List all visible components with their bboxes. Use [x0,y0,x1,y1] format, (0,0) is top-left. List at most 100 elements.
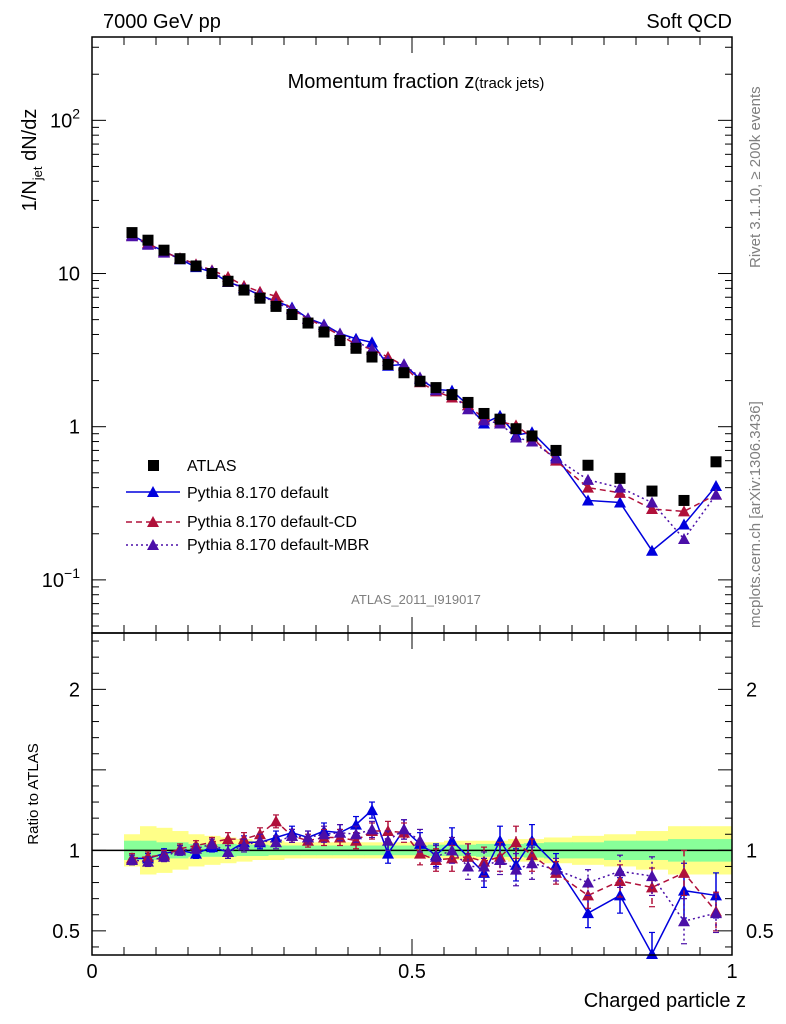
main-panel: Momentum fraction z(track jets) 1/Njet d… [19,36,733,634]
ratio-point-dotted [302,831,314,843]
ratio-point-dotted [494,854,506,866]
main-point-dotted [678,532,690,544]
atlas-point [158,244,170,256]
ratio-point-dashed [222,833,234,845]
ratio-point-dotted [270,836,282,848]
analysis-id: ATLAS_2011_I919017 [351,592,481,607]
ratio-point-dotted [582,876,594,888]
main-ytick-label: 102 [50,105,80,132]
ratio-frame [91,632,733,956]
main-title: Momentum fraction z(track jets) [288,71,545,93]
main-ytick-label: 10−1 [42,565,80,592]
main-series-group [126,227,722,556]
main-ytick-label: 10 [58,264,80,286]
legend-marker-mbr [147,539,159,550]
ratio-point-dotted [646,870,658,882]
mcplots-label: mcplots.cern.ch [arXiv:1306.3436] [747,401,764,628]
ratio-x-ticks: 0 0.5 1 [86,633,738,983]
ratio-point-dotted [206,837,218,849]
ratio-point-dashed [350,834,362,846]
ratio-point-dotted [366,823,378,835]
main-point-dotted [646,496,658,508]
atlas-point [222,275,234,287]
main-x-ticks [91,37,733,633]
main-point-dashed [270,290,282,302]
ratio-point-dotted [318,828,330,840]
atlas-point [678,494,690,506]
ratio-point-dashed [526,849,538,861]
legend: ATLAS Pythia 8.170 default Pythia 8.170 … [126,458,369,554]
legend-entry-default: Pythia 8.170 default [126,485,329,502]
main-ytick-label: 1 [69,417,80,439]
ratio-panel: 0.5 0.5 1 1 2 2 0 0.5 1 Ratio to ATLAS Charged … [25,632,774,1012]
ratio-point-dotted [462,860,474,872]
ratio-point-dotted [446,844,458,856]
atlas-point [350,342,362,354]
atlas-point [254,292,266,304]
atlas-point [270,300,282,312]
ratio-point-dotted [286,829,298,841]
atlas-point [646,485,658,497]
main-point-dotted [614,481,626,493]
ratio-ytick-label-left: 0.5 [52,921,80,943]
main-y-ticks: 10−1 1 10 102 [42,46,732,627]
main-point-dotted [478,414,490,426]
ratio-point-dotted [350,828,362,840]
ratio-point-dashed [414,847,426,859]
process-label: Soft QCD [646,11,732,33]
atlas-point [494,413,506,425]
legend-label-atlas: ATLAS [187,458,237,475]
ratio-point-solid [678,884,690,896]
ratio-point-dotted [254,834,266,846]
ratio-point-solid [382,847,394,859]
legend-label-cd: Pythia 8.170 default-CD [187,514,357,531]
main-point-solid [646,544,658,556]
rivet-label: Rivet 3.1.10, ≥ 200k events [747,86,764,268]
ratio-point-dotted [398,823,410,835]
atlas-point [526,430,538,442]
atlas-point [382,358,394,370]
ratio-point-dashed [462,850,474,862]
atlas-point [302,317,314,329]
ratio-point-dotted [334,826,346,838]
atlas-point [582,459,594,471]
main-point-dotted [710,488,722,500]
ratio-point-solid [366,804,378,816]
atlas-point [318,326,330,338]
atlas-point [206,268,218,280]
atlas-point [446,389,458,401]
ratio-xtick-label: 1 [726,961,737,983]
ratio-point-dotted [222,845,234,857]
ratio-point-dotted [238,839,250,851]
atlas-point [174,253,186,265]
atlas-point [550,444,562,456]
x-axis-title: Charged particle z [584,990,746,1012]
ratio-ylabel: Ratio to ATLAS [25,743,42,844]
legend-marker-default [147,486,159,497]
ratio-point-dashed [270,815,282,827]
ratio-ytick-label-left: 2 [69,679,80,701]
ratio-point-dotted [174,844,186,856]
atlas-point [286,309,298,321]
ratio-point-dotted [550,863,562,875]
atlas-point [430,382,442,394]
ratio-ytick-label-left: 1 [69,840,80,862]
ratio-ytick-label-right: 2 [746,679,757,701]
atlas-point [334,335,346,347]
ratio-ytick-label-right: 1 [746,840,757,862]
main-point-dotted [582,473,594,485]
atlas-point [238,284,250,296]
legend-entry-mbr: Pythia 8.170 default-MBR [126,537,369,554]
energy-label: 7000 GeV pp [103,11,221,33]
atlas-point [478,407,490,419]
ratio-point-dotted [414,834,426,846]
ratio-point-solid [582,907,594,919]
legend-marker-cd [147,516,159,527]
ratio-point-dotted [510,863,522,875]
atlas-point [398,367,410,379]
main-ylabel: 1/Njet dN/dz [19,109,45,212]
ratio-point-solid [646,948,658,959]
main-point-solid [678,518,690,530]
ratio-ytick-label-right: 0.5 [746,921,774,943]
